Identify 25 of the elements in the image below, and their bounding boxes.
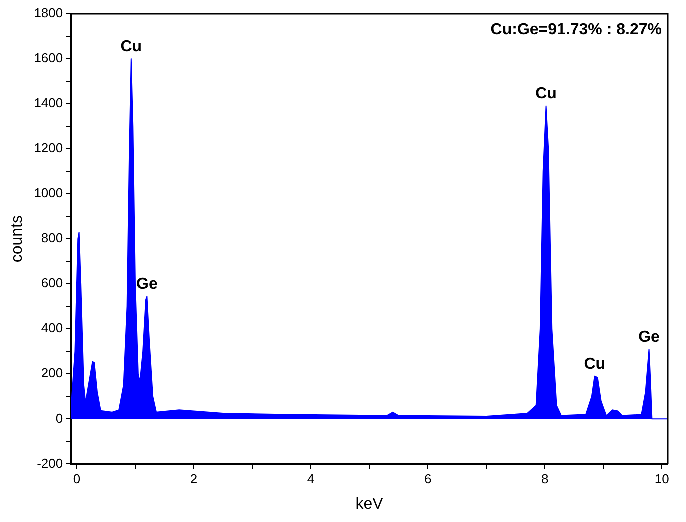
annotation: Cu [120,38,142,56]
y-tick-label: 1600 [34,50,64,66]
y-tick-label: 800 [41,230,64,246]
annotation: Cu:Ge=91.73% : 8.27% [490,21,662,38]
x-axis-title: keV [356,496,384,513]
y-tick-label: 200 [41,366,64,381]
annotation: Cu [536,86,557,103]
annotation: Cu [584,356,606,373]
annotation: Ge [136,276,158,293]
y-tick-label: 1200 [34,140,64,156]
x-tick-label: 8 [541,472,549,487]
y-tick-label: 1000 [34,186,64,201]
y-tick-label: -200 [37,456,64,471]
y-tick-label: 1400 [34,96,64,111]
y-tick-label: 0 [56,410,64,426]
x-tick-label: 6 [424,472,432,487]
x-tick-label: 0 [73,472,81,487]
annotation: Ge [638,328,660,346]
y-axis-title: counts [9,216,26,263]
x-tick-label: 4 [307,472,315,487]
x-tick-label: 10 [654,472,670,487]
y-tick-label: 1800 [34,6,64,21]
x-tick-label: 2 [190,472,198,487]
y-tick-label: 600 [41,276,64,291]
y-tick-label: 400 [41,320,64,336]
